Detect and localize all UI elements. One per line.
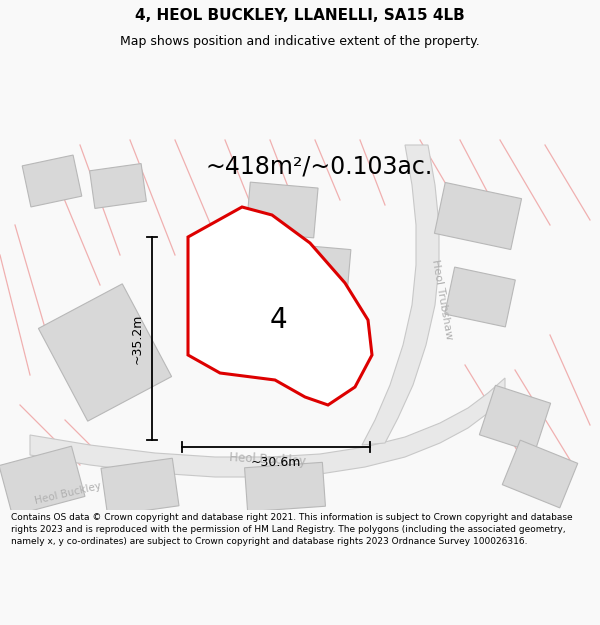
Polygon shape	[38, 284, 172, 421]
Text: ~35.2m: ~35.2m	[131, 313, 144, 364]
Text: 4, HEOL BUCKLEY, LLANELLI, SA15 4LB: 4, HEOL BUCKLEY, LLANELLI, SA15 4LB	[135, 8, 465, 22]
Polygon shape	[30, 378, 505, 477]
Polygon shape	[445, 267, 515, 327]
Text: ~30.6m: ~30.6m	[251, 456, 301, 469]
Polygon shape	[434, 182, 521, 249]
Polygon shape	[246, 182, 318, 238]
Text: Heol Buckley: Heol Buckley	[229, 451, 307, 469]
Text: Map shows position and indicative extent of the property.: Map shows position and indicative extent…	[120, 34, 480, 48]
Polygon shape	[479, 385, 551, 452]
Text: Heol Buckley: Heol Buckley	[34, 481, 102, 506]
Polygon shape	[362, 145, 439, 445]
Polygon shape	[502, 440, 578, 508]
Polygon shape	[0, 446, 85, 516]
Text: Heol Trubshaw: Heol Trubshaw	[430, 259, 454, 341]
Polygon shape	[101, 458, 179, 516]
Text: ~418m²/~0.103ac.: ~418m²/~0.103ac.	[205, 155, 432, 179]
Polygon shape	[289, 244, 351, 296]
Text: 4: 4	[269, 306, 287, 334]
Polygon shape	[245, 462, 325, 512]
Text: Contains OS data © Crown copyright and database right 2021. This information is : Contains OS data © Crown copyright and d…	[11, 514, 572, 546]
Polygon shape	[188, 207, 372, 405]
Polygon shape	[22, 155, 82, 207]
Polygon shape	[89, 164, 146, 208]
